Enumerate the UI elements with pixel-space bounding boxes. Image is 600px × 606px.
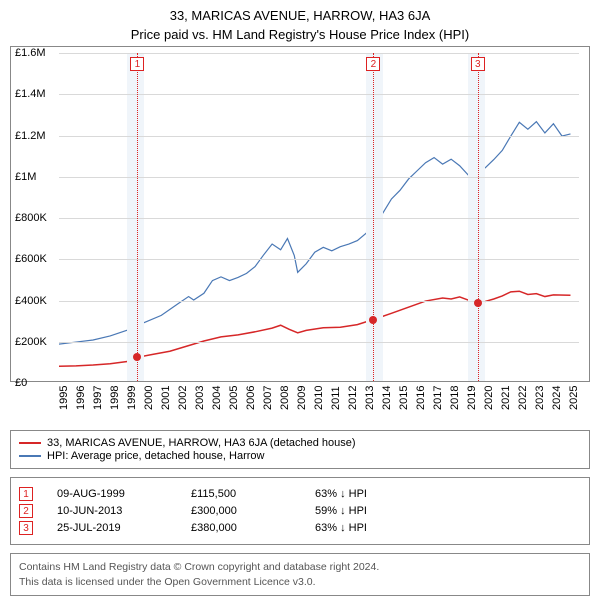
- sale-price-1: £115,500: [191, 488, 291, 500]
- x-axis-labels: 1995 1996 1997 1998 1999 2000 2001 2002 2003 2004…: [58, 386, 580, 422]
- x-tick-label: 2011: [330, 398, 342, 410]
- x-tick-label: 2004: [211, 398, 223, 410]
- chart-marker-dot: [133, 353, 141, 361]
- x-tick-label: 2014: [381, 398, 393, 410]
- x-tick-label: 2017: [432, 398, 444, 410]
- chart-marker-badge: 2: [366, 57, 380, 71]
- x-tick-label: 2003: [194, 398, 206, 410]
- chart-marker-badge: 1: [130, 57, 144, 71]
- legend-row: HPI: Average price, detached house, Harr…: [19, 450, 581, 462]
- legend-label-1: 33, MARICAS AVENUE, HARROW, HA3 6JA (det…: [47, 437, 356, 449]
- x-tick-label: 2008: [279, 398, 291, 410]
- sales-table: 1 09-AUG-1999 £115,500 63% ↓ HPI 2 10-JU…: [10, 477, 590, 545]
- sales-row: 2 10-JUN-2013 £300,000 59% ↓ HPI: [19, 504, 581, 518]
- x-tick-label: 2023: [534, 398, 546, 410]
- plot-area: 1 2 3: [59, 53, 579, 381]
- x-tick-label: 1995: [58, 398, 70, 410]
- chart-marker-badge: 3: [471, 57, 485, 71]
- legend-box: 33, MARICAS AVENUE, HARROW, HA3 6JA (det…: [10, 430, 590, 469]
- y-tick-label: £1M: [15, 171, 36, 183]
- x-tick-label: 2015: [398, 398, 410, 410]
- x-tick-label: 2016: [415, 398, 427, 410]
- sale-diff-3: 63% ↓ HPI: [315, 522, 367, 534]
- x-tick-label: 1996: [75, 398, 87, 410]
- chart-marker-dot: [474, 299, 482, 307]
- x-tick-label: 2000: [143, 398, 155, 410]
- x-tick-label: 2007: [262, 398, 274, 410]
- x-tick-label: 2018: [449, 398, 461, 410]
- sale-diff-1: 63% ↓ HPI: [315, 488, 367, 500]
- x-tick-label: 2019: [466, 398, 478, 410]
- sale-price-3: £380,000: [191, 522, 291, 534]
- x-tick-label: 2013: [364, 398, 376, 410]
- sales-row: 3 25-JUL-2019 £380,000 63% ↓ HPI: [19, 521, 581, 535]
- chart-title-1: 33, MARICAS AVENUE, HARROW, HA3 6JA: [10, 8, 590, 23]
- sale-date-3: 25-JUL-2019: [57, 522, 167, 534]
- x-tick-label: 2025: [568, 398, 580, 410]
- x-tick-label: 2024: [551, 398, 563, 410]
- x-tick-label: 2020: [483, 398, 495, 410]
- x-tick-label: 2002: [177, 398, 189, 410]
- y-tick-label: £0: [15, 377, 27, 389]
- sale-date-2: 10-JUN-2013: [57, 505, 167, 517]
- x-tick-label: 2021: [500, 398, 512, 410]
- x-tick-label: 2012: [347, 398, 359, 410]
- legend-swatch-1: [19, 442, 41, 444]
- y-tick-label: £1.6M: [15, 47, 46, 59]
- x-tick-label: 2005: [228, 398, 240, 410]
- attribution-line-1: Contains HM Land Registry data © Crown c…: [19, 560, 581, 575]
- y-tick-label: £400K: [15, 295, 47, 307]
- y-tick-label: £1.2M: [15, 130, 46, 142]
- sale-badge-3: 3: [19, 521, 33, 535]
- legend-swatch-2: [19, 455, 41, 457]
- chart-marker-dot: [369, 316, 377, 324]
- chart-container: 33, MARICAS AVENUE, HARROW, HA3 6JA Pric…: [0, 0, 600, 606]
- x-tick-label: 2009: [296, 398, 308, 410]
- x-tick-label: 2010: [313, 398, 325, 410]
- y-tick-label: £1.4M: [15, 88, 46, 100]
- x-tick-label: 1998: [109, 398, 121, 410]
- chart-area: 123 £0£200K£400K£600K£800K£1M£1.2M£1.4M£…: [10, 46, 590, 382]
- x-tick-label: 1999: [126, 398, 138, 410]
- y-tick-label: £800K: [15, 212, 47, 224]
- sale-badge-1: 1: [19, 487, 33, 501]
- x-tick-label: 1997: [92, 398, 104, 410]
- sale-price-2: £300,000: [191, 505, 291, 517]
- y-tick-label: £200K: [15, 336, 47, 348]
- x-tick-label: 2022: [517, 398, 529, 410]
- sales-row: 1 09-AUG-1999 £115,500 63% ↓ HPI: [19, 487, 581, 501]
- attribution-line-2: This data is licensed under the Open Gov…: [19, 575, 581, 590]
- sale-diff-2: 59% ↓ HPI: [315, 505, 367, 517]
- x-tick-label: 2001: [160, 398, 172, 410]
- x-tick-label: 2006: [245, 398, 257, 410]
- sale-badge-2: 2: [19, 504, 33, 518]
- legend-label-2: HPI: Average price, detached house, Harr…: [47, 450, 264, 462]
- y-tick-label: £600K: [15, 253, 47, 265]
- sale-date-1: 09-AUG-1999: [57, 488, 167, 500]
- legend-row: 33, MARICAS AVENUE, HARROW, HA3 6JA (det…: [19, 437, 581, 449]
- chart-title-2: Price paid vs. HM Land Registry's House …: [10, 27, 590, 42]
